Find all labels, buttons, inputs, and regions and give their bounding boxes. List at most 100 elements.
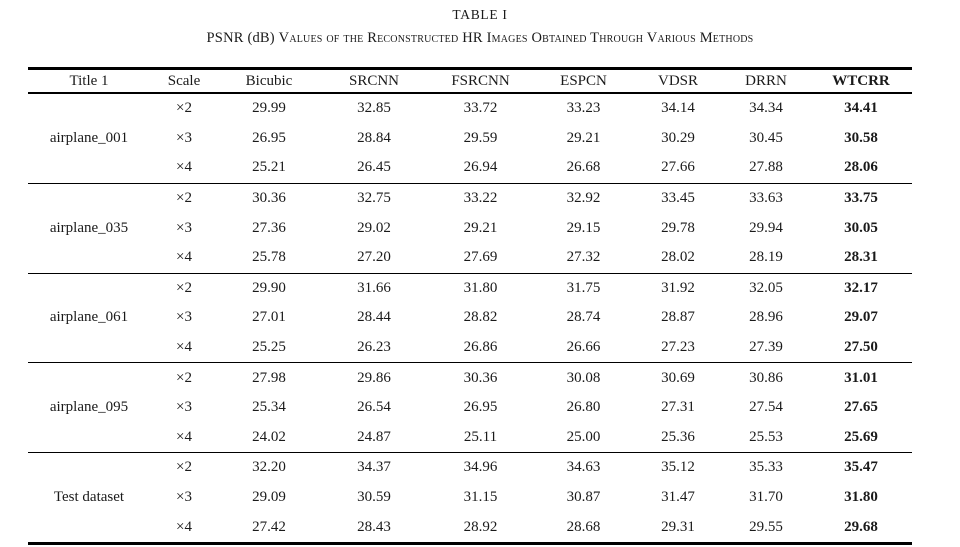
value-cell: 32.92: [566, 190, 601, 207]
value-cell: 27.32: [566, 249, 601, 266]
value-cell: 26.66: [566, 339, 601, 356]
value-cell: 29.59: [463, 129, 498, 146]
value-cell: 32.05: [749, 279, 783, 296]
value-cell: 29.68: [844, 518, 878, 535]
value-cell: 28.82: [463, 309, 498, 326]
value-cell: 30.86: [749, 369, 783, 386]
table-subtitle-rest: Values of the Reconstructed HR Images Ob…: [278, 30, 754, 46]
scale-cell: ×4: [176, 518, 192, 535]
value-cell: 25.00: [566, 428, 601, 445]
scale-cell: ×2: [176, 190, 192, 207]
scale-cell: ×4: [176, 159, 192, 176]
table-row: ×2 30.36 32.75 33.22 32.92 33.45 33.63 33.75: [28, 183, 912, 213]
value-cell: 33.45: [661, 190, 695, 207]
value-cell: 29.94: [749, 219, 783, 236]
row-group-label: airplane_061: [49, 309, 129, 326]
column-header-scale: Scale: [167, 72, 201, 89]
scale-cell: ×3: [176, 309, 192, 326]
table-row: ×4 25.78 27.20 27.69 27.32 28.02 28.19 28.31: [28, 243, 912, 274]
value-cell: 27.23: [661, 339, 695, 356]
row-group-label: [28, 423, 150, 453]
value-cell: 29.02: [357, 219, 391, 236]
value-cell: 30.08: [566, 369, 601, 386]
value-cell: 28.96: [749, 309, 783, 326]
column-header-fsrcnn: FSRCNN: [451, 72, 510, 89]
value-cell: 27.01: [252, 309, 286, 326]
value-cell: 27.66: [661, 159, 695, 176]
table-row: airplane_061 ×3 27.01 28.44 28.82 28.74 28.87 2…: [28, 303, 912, 333]
table-row: airplane_001 ×3 26.95 28.84 29.59 29.21 30.29 3…: [28, 124, 912, 154]
value-cell: 30.29: [661, 129, 695, 146]
value-cell: 32.85: [357, 100, 391, 117]
scale-cell: ×4: [176, 249, 192, 266]
scale-cell: ×2: [176, 279, 192, 296]
value-cell: 30.05: [844, 219, 878, 236]
value-cell: 25.34: [252, 399, 286, 416]
value-cell: 27.88: [749, 159, 783, 176]
value-cell: 34.37: [357, 459, 391, 476]
row-group-label: [28, 183, 150, 213]
scale-cell: ×3: [176, 129, 192, 146]
column-header-drrn: DRRN: [745, 72, 787, 89]
value-cell: 30.45: [749, 129, 783, 146]
row-group-label: [28, 512, 150, 543]
value-cell: 27.69: [463, 249, 498, 266]
table-row: ×2 27.98 29.86 30.36 30.08 30.69 30.86 31.01: [28, 363, 912, 393]
value-cell: 32.75: [357, 190, 391, 207]
scale-cell: ×4: [176, 339, 192, 356]
value-cell: 33.75: [844, 190, 878, 207]
value-cell: 26.68: [566, 159, 601, 176]
value-cell: 25.36: [661, 428, 695, 445]
column-header-espcn: ESPCN: [560, 72, 607, 89]
column-header-vdsr: VDSR: [657, 72, 698, 89]
value-cell: 31.15: [463, 489, 498, 506]
value-cell: 29.15: [566, 219, 601, 236]
value-cell: 27.98: [252, 369, 286, 386]
value-cell: 28.87: [661, 309, 695, 326]
table-body: ×2 29.99 32.85 33.72 33.23 34.14 34.34 34.41 air…: [28, 93, 912, 544]
value-cell: 28.92: [463, 518, 498, 535]
value-cell: 33.23: [566, 100, 601, 117]
value-cell: 32.20: [252, 459, 286, 476]
table-subtitle-prefix: PSNR (dB): [206, 30, 275, 46]
value-cell: 26.86: [463, 339, 498, 356]
scale-cell: ×3: [176, 489, 192, 506]
value-cell: 34.14: [661, 100, 695, 117]
value-cell: 30.69: [661, 369, 695, 386]
table-row: ×4 25.21 26.45 26.94 26.68 27.66 27.88 28.06: [28, 153, 912, 184]
value-cell: 27.42: [252, 518, 286, 535]
row-group-label: [28, 453, 150, 483]
table-number: TABLE I: [452, 7, 508, 22]
value-cell: 29.21: [463, 219, 498, 236]
value-cell: 33.63: [749, 190, 783, 207]
scale-cell: ×3: [176, 399, 192, 416]
value-cell: 33.72: [463, 100, 498, 117]
scale-cell: ×2: [176, 100, 192, 117]
row-group-label: airplane_095: [49, 399, 129, 416]
row-group-label: Test dataset: [53, 489, 125, 506]
value-cell: 28.84: [357, 129, 391, 146]
row-group-label: airplane_001: [49, 129, 129, 146]
table-row: ×4 24.02 24.87 25.11 25.00 25.36 25.53 25.69: [28, 423, 912, 453]
column-header-srcnn: SRCNN: [348, 72, 400, 89]
value-cell: 28.74: [566, 309, 601, 326]
value-cell: 25.78: [252, 249, 286, 266]
value-cell: 29.86: [357, 369, 391, 386]
value-cell: 26.54: [357, 399, 391, 416]
header-row: Title 1 Scale Bicubic SRCNN FSRCNN ESPCN…: [28, 69, 912, 93]
value-cell: 34.34: [749, 100, 783, 117]
value-cell: 24.02: [252, 428, 286, 445]
value-cell: 29.07: [844, 309, 878, 326]
value-cell: 27.31: [661, 399, 695, 416]
value-cell: 30.58: [844, 129, 878, 146]
column-header-bicubic: Bicubic: [245, 72, 293, 89]
column-header-wtcrr: WTCRR: [832, 72, 890, 89]
value-cell: 30.36: [252, 190, 286, 207]
value-cell: 33.22: [463, 190, 498, 207]
row-group-label: [28, 153, 150, 183]
value-cell: 34.41: [844, 100, 878, 117]
value-cell: 26.94: [463, 159, 498, 176]
value-cell: 25.25: [252, 339, 286, 356]
row-group-label: airplane_035: [49, 219, 129, 236]
value-cell: 31.80: [463, 279, 498, 296]
